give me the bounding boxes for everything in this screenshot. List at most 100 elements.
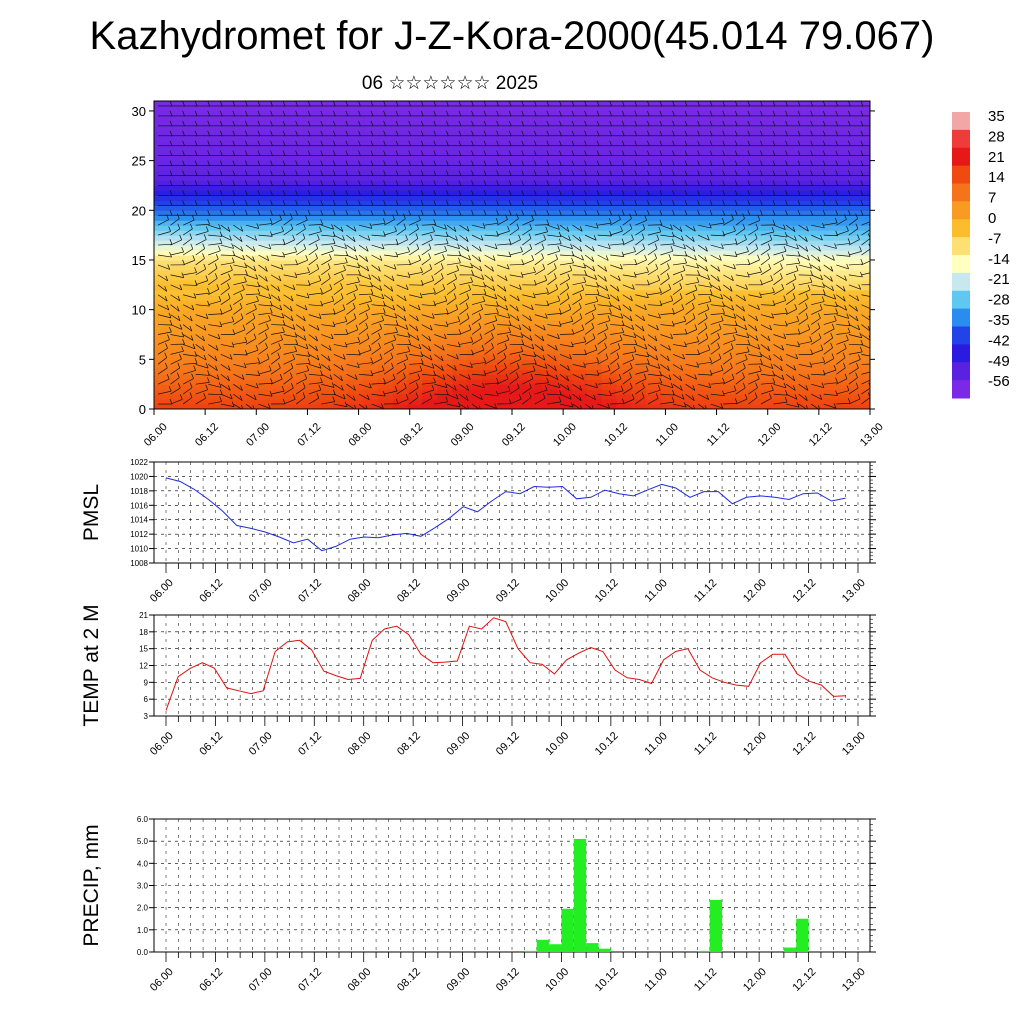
heatmap-cell <box>855 185 870 192</box>
heatmap-cell <box>407 225 424 231</box>
heatmap-cell <box>437 210 453 216</box>
heatmap-cell <box>437 205 453 211</box>
heatmap-cell <box>855 240 870 246</box>
wind-barb-feather <box>318 384 322 391</box>
wind-barb-feather <box>478 322 482 329</box>
wind-barb-feather <box>408 130 411 136</box>
wind-barb-feather <box>518 324 522 330</box>
heatmap-cell <box>646 125 662 132</box>
heatmap-cell <box>571 105 588 112</box>
heatmap-cell <box>422 185 439 192</box>
heatmap-cell <box>362 369 379 375</box>
heatmap-cell <box>467 110 483 117</box>
heatmap-cell <box>646 195 662 201</box>
heatmap-cell <box>631 125 647 132</box>
heatmap-cell <box>273 135 289 142</box>
heatmap-cell <box>347 190 364 196</box>
heatmap-cell <box>825 120 841 127</box>
heatmap-cell <box>318 165 334 172</box>
heatmap-cell <box>661 329 677 336</box>
heatmap-cell <box>571 264 588 271</box>
wind-barb <box>333 373 343 382</box>
wind-barb-feather <box>395 101 399 107</box>
heatmap-cell <box>243 389 260 395</box>
heatmap-cell <box>720 125 737 132</box>
heatmap-cell <box>750 155 767 162</box>
heatmap-cell <box>407 404 424 409</box>
wind-barb-feather <box>282 120 286 126</box>
heatmap-cell <box>437 319 453 326</box>
heatmap-cell <box>422 220 439 226</box>
wind-barb <box>296 304 308 311</box>
heatmap-cell <box>183 145 200 152</box>
heatmap-cell <box>258 190 274 196</box>
wind-barb-feather <box>282 238 286 245</box>
wind-barb-feather <box>270 170 273 176</box>
heatmap-cell <box>571 344 588 350</box>
wind-barb <box>559 270 572 276</box>
wind-barb <box>396 334 410 338</box>
wind-barb-feather <box>504 343 508 349</box>
heatmap-cell <box>616 294 632 301</box>
heatmap-cell <box>631 215 647 221</box>
wind-barb-feather <box>230 265 233 271</box>
wind-barb <box>333 363 344 371</box>
wind-barb-feather <box>244 276 247 282</box>
heatmap-cell <box>765 264 782 271</box>
heatmap-cell <box>825 101 841 107</box>
wind-barb-feather <box>408 101 411 107</box>
wind-barb-feather <box>546 300 550 306</box>
heatmap-cell <box>556 145 573 152</box>
wind-barb <box>509 334 523 338</box>
heatmap-cell <box>258 374 274 380</box>
heatmap-cell <box>228 240 245 246</box>
wind-barb <box>497 243 512 246</box>
heatmap-cell <box>556 329 573 336</box>
heatmap-cell <box>467 279 483 286</box>
heatmap-cell <box>810 319 826 326</box>
heatmap-cell <box>243 314 260 321</box>
wind-barb-feather <box>358 120 361 126</box>
heatmap-cell <box>586 200 603 206</box>
heatmap-cell <box>288 299 304 306</box>
wind-barb <box>371 244 385 250</box>
wind-barb-feather <box>408 120 411 126</box>
heatmap-cell <box>691 225 707 231</box>
heatmap-cell <box>512 314 528 321</box>
heatmap-cell <box>377 279 394 286</box>
wind-barb-feather <box>169 140 173 146</box>
heatmap-cell <box>452 245 468 251</box>
heatmap-cell <box>780 110 797 117</box>
wind-barb <box>534 268 545 276</box>
heatmap-cell <box>795 314 811 321</box>
wind-barb <box>308 344 318 352</box>
heatmap-cell <box>243 230 260 236</box>
wind-barb-feather <box>378 276 381 282</box>
wind-barb <box>296 370 309 375</box>
wind-barb-feather <box>331 245 334 251</box>
wind-barb-feather <box>202 335 205 342</box>
heatmap-cell <box>243 309 260 316</box>
heatmap-cell <box>333 314 349 321</box>
wind-barb <box>245 349 259 355</box>
heatmap-cell <box>497 180 513 187</box>
wind-barb-feather <box>205 275 209 281</box>
wind-barb-feather <box>516 306 519 312</box>
heatmap-cell <box>556 170 573 177</box>
wind-barb-feather <box>383 110 386 117</box>
heatmap-cell <box>288 259 304 266</box>
wind-barb-feather <box>345 329 349 335</box>
wind-barb <box>245 383 259 389</box>
wind-barb-feather <box>282 326 285 333</box>
heatmap-cell <box>258 185 274 192</box>
heatmap-cell <box>735 195 752 201</box>
wind-barb <box>434 334 447 340</box>
heatmap-cell <box>541 200 558 206</box>
heatmap-cell <box>497 324 513 331</box>
heatmap-cell <box>512 274 528 281</box>
heatmap-cell <box>601 165 618 172</box>
heatmap-cell <box>810 344 826 350</box>
wind-barb-feather <box>168 312 172 319</box>
heatmap-cell <box>676 135 692 142</box>
wind-barb-feather <box>478 313 482 319</box>
